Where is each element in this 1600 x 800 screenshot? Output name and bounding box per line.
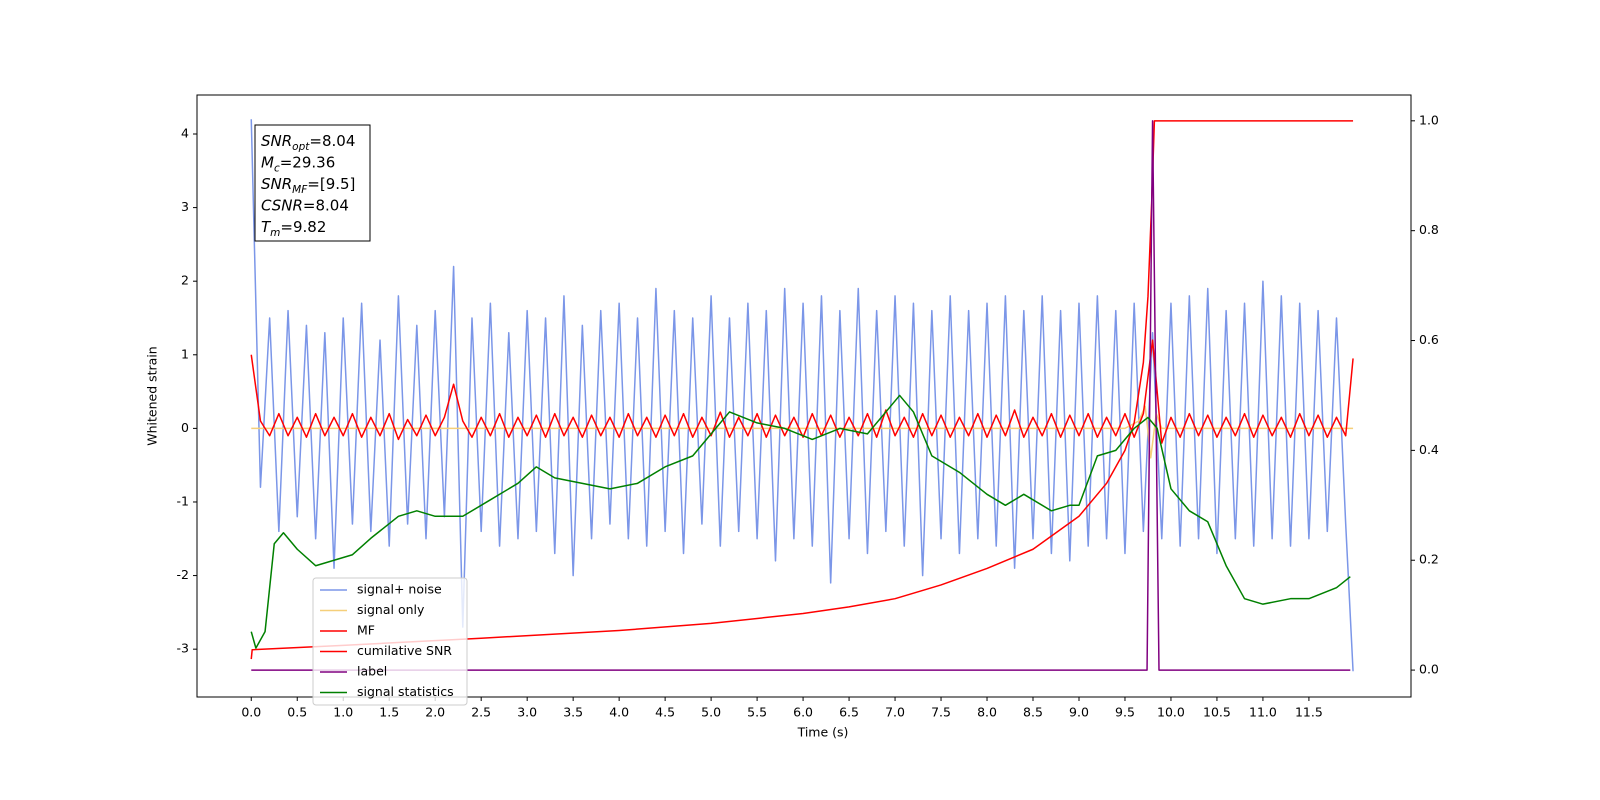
x-tick-label: 11.5 [1295,705,1323,720]
annotation: CSNR=8.04 [261,196,349,214]
annotation-text: =[9.5] [307,175,355,193]
legend-frame [312,577,468,706]
x-tick-label: 3.5 [563,705,583,720]
legend-label: signal only [357,602,425,617]
x-tick-label: 10.5 [1203,705,1231,720]
annotation: Mc=29.36 [261,153,335,175]
series-line [251,120,1351,671]
y-axis-label: Whitened strain [145,346,160,445]
x-tick-label: 5.5 [747,705,767,720]
y2-tick-label: 0.6 [1419,332,1439,347]
y-tick-label: 1 [181,346,189,361]
x-tick-label: 9.5 [1115,705,1135,720]
y2-tick-label: 0.8 [1419,222,1439,237]
x-tick-label: 6.0 [793,705,813,720]
annotation-subscript: m [270,227,280,239]
annotation: SNRMF=[9.5] [261,175,355,197]
x-tick-label: 1.0 [333,705,353,720]
x-tick-label: 5.0 [701,705,721,720]
x-tick-label: 3.0 [517,705,537,720]
annotation-subscript: MF [292,184,308,196]
annotation: Tm=9.82 [261,218,326,240]
annotation-symbol: M [261,153,274,171]
x-tick-label: 2.0 [425,705,445,720]
y2-tick-label: 1.0 [1419,112,1439,127]
x-tick-label: 9.0 [1069,705,1089,720]
annotation-box: SNRopt=8.04Mc=29.36SNRMF=[9.5]CSNR=8.04T… [254,124,371,242]
annotation-symbol: SNR [261,175,292,193]
y-tick-label: 4 [181,126,189,141]
annotation-text: =8.04 [309,132,355,150]
y2-tick-label: 0.2 [1419,552,1439,567]
x-tick-label: 11.0 [1249,705,1277,720]
annotation-subscript: opt [292,141,310,153]
y-tick-label: -1 [177,493,189,508]
annotation-symbol: SNR [261,132,292,150]
y-tick-label: 2 [181,273,189,288]
annotation-text: =8.04 [303,196,349,214]
legend: signal+ noise signal only MF cumilative SNR… [312,577,468,706]
legend-label: signal+ noise [357,582,442,597]
x-axis-label: Time (s) [797,725,849,740]
legend-label: signal statistics [357,684,454,699]
axes-frame [196,94,1412,698]
x-tick-label: 4.5 [655,705,675,720]
series-line [250,394,1351,649]
x-tick-label: 8.0 [977,705,997,720]
annotation: SNRopt=8.04 [261,132,355,154]
annotation-symbol: CSNR [261,196,303,214]
series-line [251,405,1354,459]
x-tick-label: 1.5 [379,705,399,720]
x-tick-label: 2.5 [471,705,491,720]
y-tick-label: -2 [177,567,189,582]
x-tick-label: 0.0 [241,705,261,720]
y-tick-label: 0 [181,420,189,435]
x-tick-label: 8.5 [1023,705,1043,720]
y2-tick-label: 0.4 [1419,442,1439,457]
legend-label: label [357,664,387,679]
y-tick-label: -3 [177,641,189,656]
legend-label: MF [357,623,375,638]
legend-label: cumilative SNR [357,643,452,658]
x-tick-label: 4.0 [609,705,629,720]
annotation-text: =29.36 [280,153,336,171]
x-tick-label: 7.0 [885,705,905,720]
series-line [250,120,1354,660]
annotation-symbol: T [261,218,272,236]
plot-area [250,119,1354,672]
annotation-text: =9.82 [280,218,326,236]
annotation-subscript: c [274,163,280,175]
series-line [250,339,1354,444]
annotation-frame [254,124,371,242]
x-tick-label: 10.0 [1157,705,1185,720]
series-line [250,119,1354,672]
x-tick-label: 0.5 [287,705,307,720]
x-tick-label: 6.5 [839,705,859,720]
y-tick-label: 3 [181,199,189,214]
y2-tick-label: 0.0 [1419,662,1439,677]
x-tick-label: 7.5 [931,705,951,720]
